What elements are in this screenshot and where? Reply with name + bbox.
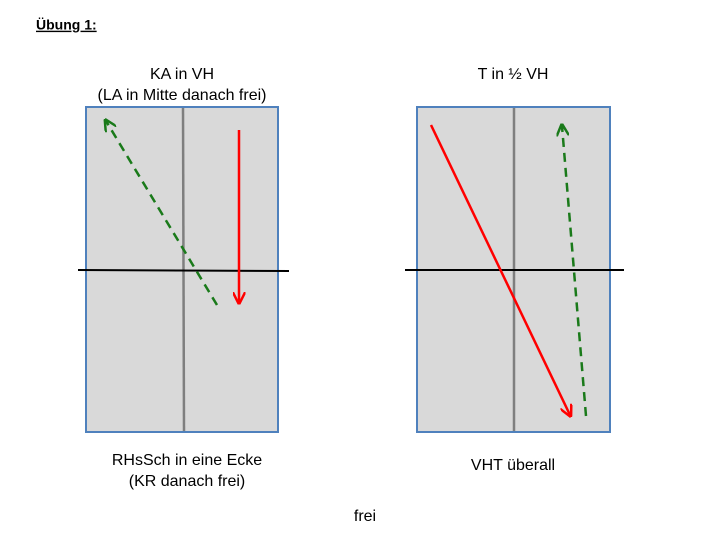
diagram-title: T in ½ VH [478, 66, 549, 83]
diagram-caption: RHsSch in eine Ecke [112, 452, 262, 469]
red-arrow [429, 124, 570, 415]
slide-title: Übung 1: [36, 17, 97, 33]
diagram-caption: (KR danach frei) [129, 473, 246, 490]
diagram-title: (LA in Mitte danach frei) [98, 87, 267, 104]
diagram-caption: VHT überall [471, 457, 555, 474]
green-arrow [106, 121, 219, 306]
diagram-title: KA in VH [150, 66, 214, 83]
footer: frei [354, 508, 376, 525]
mid-line [77, 269, 290, 272]
green-arrow [562, 126, 588, 417]
